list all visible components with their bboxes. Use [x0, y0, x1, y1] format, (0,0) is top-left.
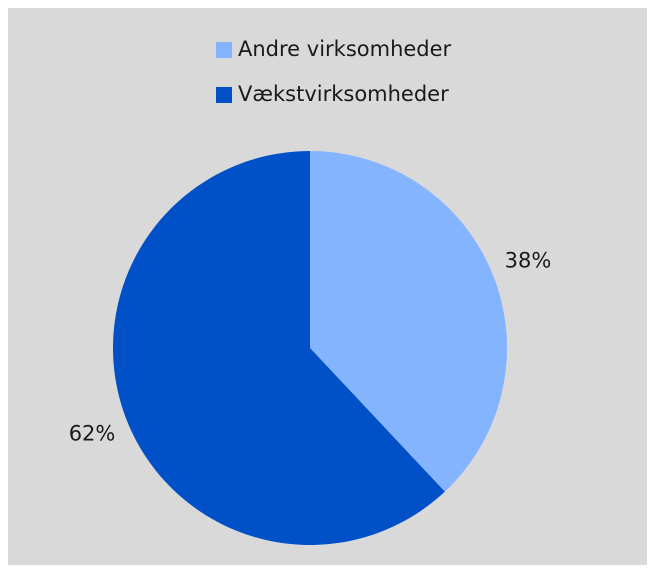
data-label: 38% — [505, 249, 552, 273]
legend-label: Andre virksomheder — [238, 37, 452, 61]
pie-slice — [310, 151, 507, 492]
data-label: 62% — [69, 421, 116, 445]
legend-label: Vækstvirksomheder — [238, 82, 449, 106]
legend-swatch — [216, 87, 232, 103]
legend-swatch — [216, 42, 232, 58]
pie-slice — [112, 151, 445, 545]
